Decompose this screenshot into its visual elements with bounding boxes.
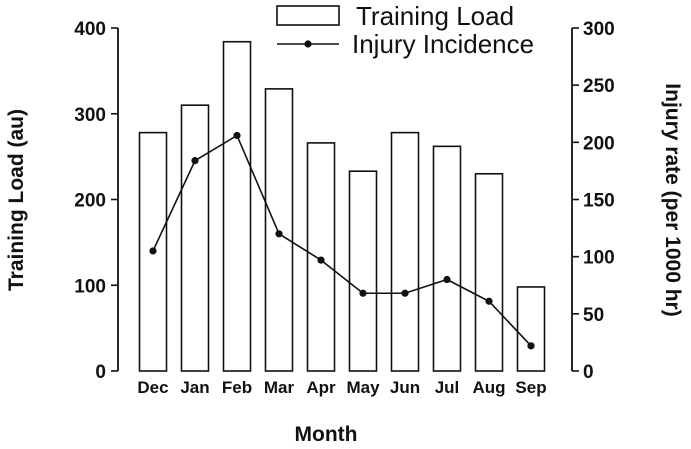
bar-jul <box>432 145 462 372</box>
y2-tick-label: 200 <box>583 133 615 154</box>
bar-aug <box>474 172 504 372</box>
y-tick-label: 300 <box>74 105 106 126</box>
x-tick-label: Jun <box>390 378 420 397</box>
injury-point-may <box>359 289 367 297</box>
injury-point-sep <box>527 342 535 350</box>
bar-mar <box>264 88 294 372</box>
y2-tick-label: 50 <box>583 305 604 326</box>
line-layer <box>149 131 535 350</box>
y2-tick-label: 250 <box>583 76 615 97</box>
injury-point-jan <box>191 157 199 165</box>
bar-sep <box>516 286 546 372</box>
ticks-layer: 0 100 200 300 400 0 50 100 150 200 250 300 Dec Jan Feb… <box>74 19 614 397</box>
bars-layer <box>138 40 546 372</box>
legend-swatch-injury-marker <box>304 40 312 48</box>
y2-tick-label: 0 <box>583 362 594 383</box>
x-tick-label: May <box>346 378 380 397</box>
y-axis-title: Training Load (au) <box>5 109 28 291</box>
y-tick-label: 100 <box>74 276 106 297</box>
bar-jun <box>390 131 420 372</box>
x-tick-label: Dec <box>137 378 168 397</box>
x-tick-label: Jul <box>435 378 460 397</box>
x-tick-label: Aug <box>472 378 505 397</box>
legend-label-injury-incidence: Injury Incidence <box>352 29 534 59</box>
bar-may <box>348 170 378 372</box>
y2-tick-label: 100 <box>583 248 615 269</box>
injury-point-jun <box>401 289 409 297</box>
y-tick-label: 200 <box>74 191 106 212</box>
x-tick-label: Feb <box>222 378 252 397</box>
y-tick-label: 0 <box>95 362 106 383</box>
legend-label-training-load: Training Load <box>356 1 514 31</box>
y2-tick-label: 150 <box>583 191 615 212</box>
injury-point-apr <box>317 256 325 264</box>
y-tick-label: 400 <box>74 19 106 40</box>
bar-jan <box>180 104 210 372</box>
injury-point-feb <box>233 131 241 140</box>
injury-point-mar <box>275 230 283 238</box>
x-tick-label: Mar <box>264 378 295 397</box>
x-axis-title: Month <box>295 423 358 446</box>
x-tick-label: Sep <box>515 378 546 397</box>
x-tick-label: Jan <box>180 378 209 397</box>
injury-line <box>152 134 532 347</box>
x-tick-label: Apr <box>306 378 336 397</box>
bar-feb <box>222 40 252 372</box>
injury-point-aug <box>485 297 493 305</box>
y2-tick-label: 300 <box>583 19 615 40</box>
injury-point-jul <box>443 275 451 284</box>
legend-swatch-training-load <box>276 5 340 26</box>
injury-point-dec <box>149 247 157 255</box>
y2-axis-title: Injury rate (per 1000 hr) <box>661 83 684 316</box>
